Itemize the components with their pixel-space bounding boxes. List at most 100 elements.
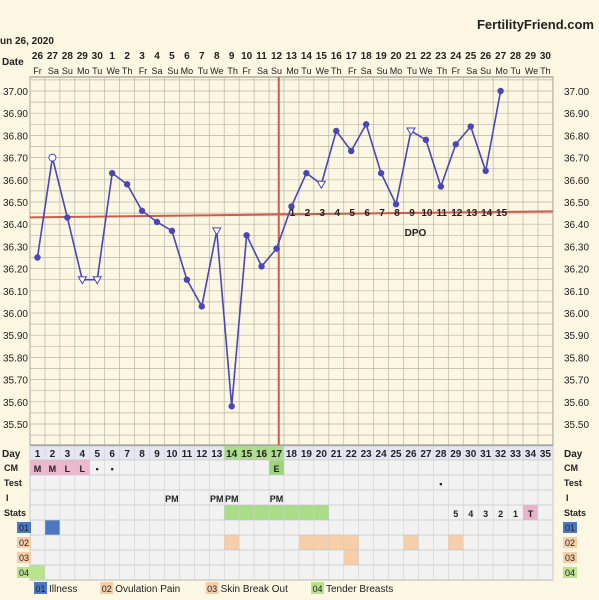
- date-row-label: Date: [2, 57, 24, 68]
- temperature-point[interactable]: [497, 87, 504, 95]
- temperature-point[interactable]: [153, 218, 161, 226]
- temperature-point-discarded[interactable]: [77, 276, 88, 285]
- weekday-label: Tu: [510, 66, 520, 76]
- temperature-point[interactable]: [482, 167, 489, 175]
- cm-value-label: M: [49, 464, 57, 474]
- legend-code: 03: [207, 584, 217, 594]
- weekday-label: Mo: [286, 66, 299, 76]
- temperature-point[interactable]: [333, 127, 340, 135]
- temperature-point[interactable]: [437, 183, 445, 190]
- day-number-label: 18: [286, 449, 298, 460]
- weekday-label: Mo: [181, 66, 194, 76]
- y-tick-label-right: 36.90: [564, 109, 589, 120]
- day-number-label: 15: [241, 449, 253, 460]
- weekday-label: Su: [167, 66, 178, 76]
- symptom-cell-r04: [30, 565, 45, 580]
- date-tick-label: 2: [124, 51, 130, 62]
- day-number-label: 2: [50, 449, 56, 460]
- y-tick-label-left: 35.80: [3, 353, 28, 364]
- day-number-label: 19: [301, 449, 313, 460]
- row-code-swatch-right: [563, 522, 577, 533]
- temperature-point[interactable]: [123, 181, 131, 188]
- y-tick-label-left: 35.60: [3, 398, 28, 409]
- fertile-window-cell: [283, 505, 299, 520]
- day-number-label: 14: [226, 449, 238, 460]
- temperature-point[interactable]: [452, 141, 459, 148]
- row-label-cm: CM: [4, 463, 18, 473]
- temperature-point[interactable]: [138, 207, 146, 215]
- temperature-point[interactable]: [168, 227, 176, 235]
- day-number-label: 22: [346, 449, 358, 460]
- intercourse-value-label: PM: [165, 494, 179, 504]
- y-tick-label-right: 37.00: [564, 87, 589, 98]
- date-tick-label: 18: [361, 51, 373, 62]
- day-number-label: 11: [182, 449, 193, 460]
- temperature-point[interactable]: [198, 303, 206, 310]
- temperature-point[interactable]: [183, 276, 191, 283]
- y-tick-label-left: 35.70: [3, 376, 28, 387]
- day-number-label: 30: [465, 449, 477, 460]
- temperature-point[interactable]: [362, 121, 370, 128]
- temperature-point-open[interactable]: [48, 153, 57, 162]
- fertile-window-cell: [298, 505, 314, 520]
- day-number-label: 24: [376, 449, 388, 460]
- y-tick-label-right: 36.70: [564, 154, 589, 165]
- temperature-point[interactable]: [273, 245, 280, 252]
- temperature-point-discarded[interactable]: [406, 127, 416, 136]
- temperature-point[interactable]: [392, 201, 400, 208]
- weekday-label: Th: [437, 66, 448, 76]
- temperature-point[interactable]: [288, 203, 295, 210]
- y-tick-label-right: 35.60: [564, 398, 589, 409]
- date-tick-label: 7: [199, 51, 205, 62]
- temperature-point[interactable]: [467, 123, 474, 130]
- fertile-window-cell: [313, 505, 329, 520]
- day-number-label: 31: [480, 449, 492, 460]
- cm-cell-fill: [74, 460, 90, 475]
- legend-swatch: [34, 582, 47, 594]
- cm-value-label: L: [80, 464, 86, 474]
- temperature-point[interactable]: [303, 169, 310, 177]
- brand-logo[interactable]: FertilityFriend.com: [477, 17, 594, 32]
- temperature-point[interactable]: [422, 136, 430, 144]
- row-code-swatch-right: [563, 552, 577, 563]
- temperature-point[interactable]: [108, 169, 116, 177]
- date-tick-label: 19: [376, 51, 388, 62]
- temperature-point-discarded[interactable]: [316, 180, 327, 190]
- temperature-point[interactable]: [377, 169, 385, 177]
- temperature-point[interactable]: [64, 214, 71, 221]
- dpo-number-label: 3: [320, 208, 326, 219]
- temperature-point[interactable]: [243, 232, 250, 239]
- start-date-label: un 26, 2020: [0, 36, 54, 47]
- temperature-point[interactable]: [228, 403, 235, 410]
- weekday-label: Fr: [139, 66, 148, 76]
- row-code-label-right: 03: [565, 553, 575, 563]
- date-tick-label: 26: [480, 51, 492, 62]
- cm-value-label: •: [96, 464, 99, 474]
- weekday-label: Tu: [301, 66, 311, 76]
- fertile-window-cell: [239, 505, 255, 520]
- test-value-label: •: [439, 479, 442, 489]
- day-number-label: 21: [331, 449, 343, 460]
- y-tick-label-right: 36.20: [564, 265, 589, 276]
- cm-cell-fill: [269, 460, 284, 475]
- intercourse-value-label: PM: [225, 494, 239, 504]
- weekday-label: Th: [331, 66, 342, 76]
- day-number-label: 20: [316, 449, 328, 460]
- y-tick-label-left: 36.90: [3, 109, 28, 120]
- legend-code: 02: [102, 584, 112, 594]
- temperature-point[interactable]: [348, 147, 355, 155]
- weekday-label: Sa: [48, 66, 59, 76]
- weekday-label: Fr: [348, 66, 357, 76]
- date-tick-label: 24: [450, 51, 462, 62]
- row-code-label: 04: [19, 568, 29, 578]
- cm-value-label: M: [34, 464, 42, 474]
- axis-labels: 37.00 37.00 36.90 36.90 36.80 36.80 36.70 36.70…: [2, 51, 589, 595]
- temperature-point[interactable]: [34, 254, 41, 261]
- day-number-label: 23: [361, 449, 373, 460]
- legend-label: Illness: [49, 584, 77, 595]
- temperature-point[interactable]: [258, 263, 265, 270]
- dpo-number-label: 14: [481, 208, 493, 219]
- temperature-point-discarded[interactable]: [92, 276, 103, 285]
- temperature-point-discarded[interactable]: [211, 227, 222, 236]
